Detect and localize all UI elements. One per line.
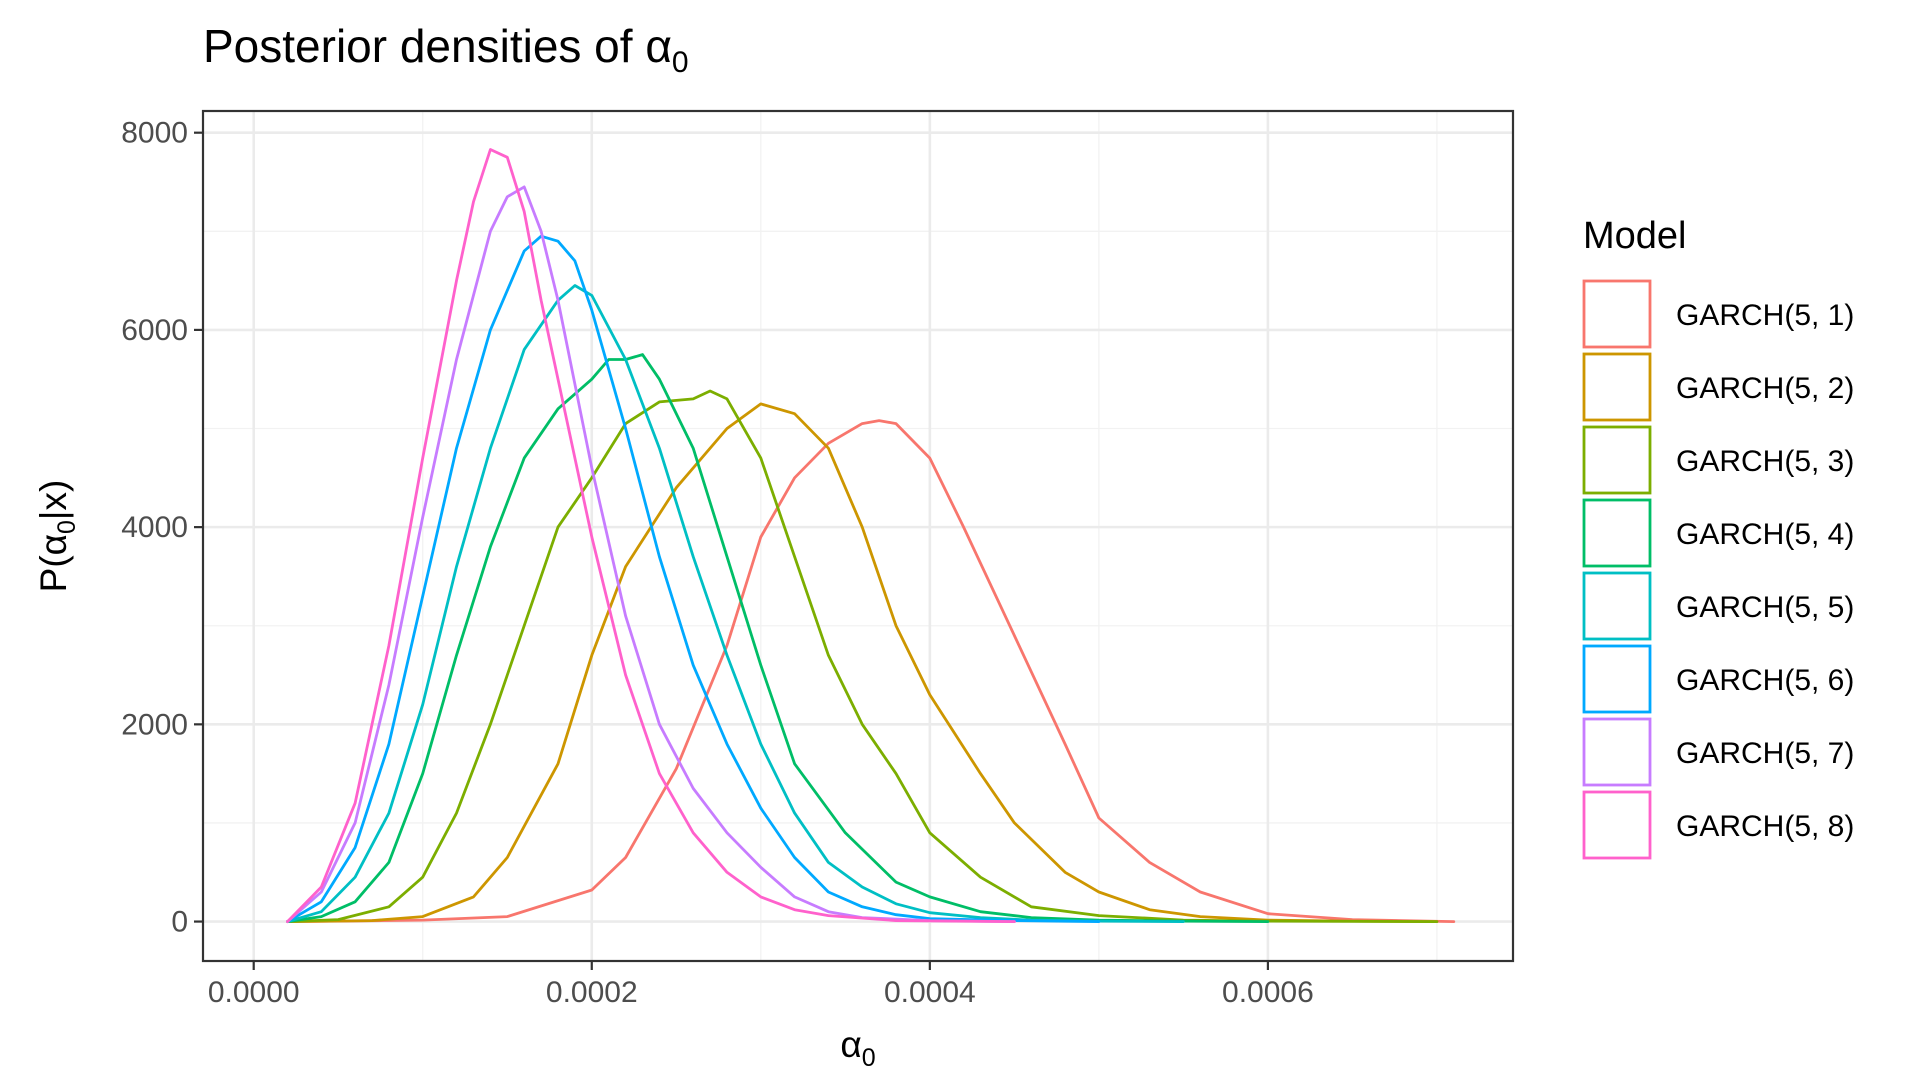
series-lines xyxy=(286,148,1456,923)
plot-panel xyxy=(201,109,1515,963)
legend-label: GARCH(5, 3) xyxy=(1676,445,1854,478)
legend-item: GARCH(5, 1) xyxy=(1582,279,1854,349)
x-tick-label: 0.0000 xyxy=(208,976,300,1009)
legend-key xyxy=(1582,352,1652,422)
legend-item: GARCH(5, 5) xyxy=(1582,571,1854,641)
legend-key xyxy=(1582,790,1652,860)
series-line xyxy=(286,234,1101,923)
legend-item: GARCH(5, 8) xyxy=(1582,790,1854,860)
legend-label: GARCH(5, 7) xyxy=(1676,737,1854,770)
legend-label: GARCH(5, 6) xyxy=(1676,664,1854,697)
y-tick-label: 2000 xyxy=(121,708,188,741)
legend-key xyxy=(1582,644,1652,714)
x-tick-label: 0.0004 xyxy=(884,976,976,1009)
x-axis-title: α0 xyxy=(840,1024,875,1072)
y-tick-label: 8000 xyxy=(121,117,188,150)
legend-title: Model xyxy=(1583,215,1687,257)
legend-item: GARCH(5, 7) xyxy=(1582,717,1854,787)
legend-key xyxy=(1582,717,1652,787)
legend-label: GARCH(5, 5) xyxy=(1676,591,1854,624)
legend-label: GARCH(5, 1) xyxy=(1676,299,1854,332)
y-axis-title: P(α0|x) xyxy=(33,480,81,593)
legend-key xyxy=(1582,279,1652,349)
legend: Model GARCH(5, 1)GARCH(5, 2)GARCH(5, 3)G… xyxy=(1582,215,1854,860)
legend-key xyxy=(1582,425,1652,495)
y-axis: 0 2000 4000 6000 8000 xyxy=(121,117,203,939)
legend-key xyxy=(1582,498,1652,568)
legend-item: GARCH(5, 4) xyxy=(1582,498,1854,568)
legend-label: GARCH(5, 8) xyxy=(1676,810,1854,843)
legend-item: GARCH(5, 2) xyxy=(1582,352,1854,422)
legend-item: GARCH(5, 6) xyxy=(1582,644,1854,714)
y-tick-label: 6000 xyxy=(121,314,188,347)
chart-title: Posterior densities of α0 xyxy=(203,20,689,79)
legend-items: GARCH(5, 1) GARCH(5, 2) GARCH(5, 3) GARCH(5… xyxy=(1582,279,1854,860)
series-line xyxy=(286,389,1439,923)
x-axis: 0.0000 0.0002 0.0004 0.0006 xyxy=(208,961,1314,1009)
x-tick-label: 0.0002 xyxy=(546,976,638,1009)
legend-label: GARCH(5, 2) xyxy=(1676,372,1854,405)
series-line xyxy=(286,148,1016,923)
series-line xyxy=(286,419,1456,923)
legend-label: GARCH(5, 4) xyxy=(1676,518,1854,551)
series-line xyxy=(286,284,1185,923)
legend-item: GARCH(5, 3) xyxy=(1582,425,1854,495)
series-line xyxy=(286,402,1439,923)
series-line xyxy=(286,185,1016,923)
y-tick-label: 0 xyxy=(171,906,188,939)
legend-key xyxy=(1582,571,1652,641)
x-tick-label: 0.0006 xyxy=(1222,976,1314,1009)
y-tick-label: 4000 xyxy=(121,511,188,544)
series-line xyxy=(286,353,1270,923)
